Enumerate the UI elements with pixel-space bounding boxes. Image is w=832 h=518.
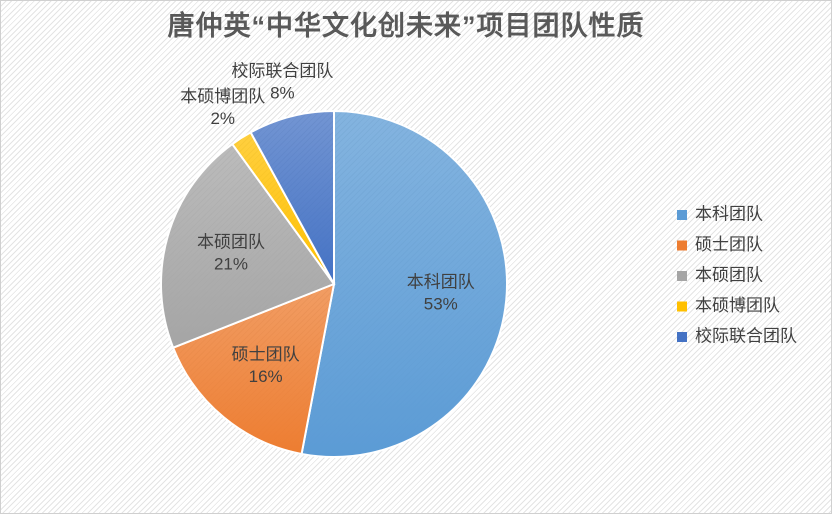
pie-slice: [171, 282, 336, 456]
legend-swatch: [677, 301, 687, 312]
slice-label: 本科团队: [407, 273, 475, 292]
slice-label: 本硕团队: [197, 233, 265, 252]
slice-label: 校际联合团队: [231, 61, 333, 80]
pie-slice: [300, 109, 508, 458]
slice-label: 本硕博团队: [180, 87, 265, 106]
legend-label: 本科团队: [695, 204, 763, 223]
legend-label: 本硕博团队: [695, 296, 780, 315]
legend-swatch: [677, 210, 687, 220]
pie-slice: [249, 109, 335, 285]
legend-swatch: [677, 271, 687, 281]
legend-swatch: [677, 240, 687, 251]
value-label: 53%: [424, 295, 458, 314]
legend-label: 本硕团队: [695, 265, 763, 284]
pie-slice: [160, 142, 336, 349]
legend-label: 硕士团队: [695, 235, 763, 254]
value-label: 2%: [210, 109, 235, 128]
value-label: 16%: [249, 367, 283, 386]
slice-label: 硕士团队: [232, 345, 300, 364]
value-label: 21%: [214, 255, 248, 274]
legend-swatch: [677, 332, 687, 342]
legend-label: 校际联合团队: [695, 326, 797, 345]
value-label: 8%: [270, 83, 295, 102]
chart-title: 唐仲英“中华文化创未来”项目团队性质: [168, 10, 645, 41]
